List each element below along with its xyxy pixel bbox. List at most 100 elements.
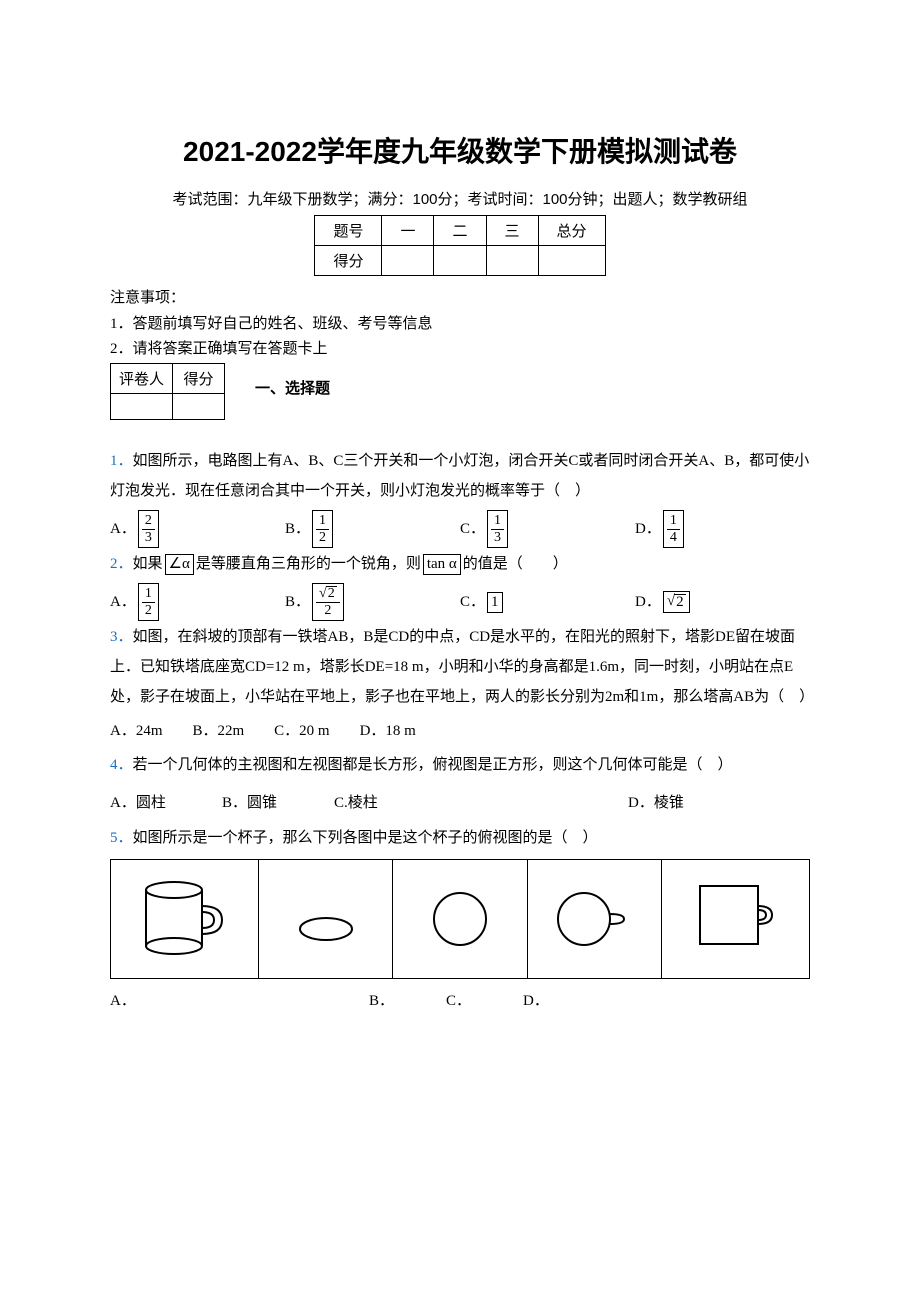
cell: 评卷人 — [111, 363, 173, 393]
cell: 得分 — [315, 246, 382, 276]
cell — [486, 246, 538, 276]
question-text: 如图所示，电路图上有A、B、C三个开关和一个小灯泡，闭合开关C或者同时闭合开关A… — [110, 453, 809, 499]
option-a: A．圆柱 — [110, 784, 222, 823]
option-a-label: A． — [110, 989, 369, 1010]
notes-block: 注意事项： 1．答题前填写好自己的姓名、班级、考号等信息 2．请将答案正确填写在… — [110, 286, 810, 363]
sqrt: 2 — [667, 594, 686, 611]
option-label: D． — [635, 583, 661, 622]
option-label: C． — [460, 583, 485, 622]
sqrt: 2 — [319, 586, 337, 602]
cell — [173, 393, 225, 419]
circle-handle-icon — [528, 860, 662, 978]
square-handle-icon — [662, 860, 809, 978]
table-row: 评卷人 得分 — [111, 363, 225, 393]
math-box: 22 — [312, 583, 344, 621]
cell: 一 — [382, 216, 434, 246]
notes-heading: 注意事项： — [110, 286, 810, 312]
cell: 三 — [486, 216, 538, 246]
option-label: D． — [635, 510, 661, 549]
q1-options: A． 23 B． 12 C． 13 D． 14 — [110, 510, 810, 549]
math-box: 1 — [487, 592, 503, 613]
q3-options: A．24m B．22m C．20 m D．18 m — [110, 716, 810, 746]
option-c: C.棱柱 — [334, 784, 628, 823]
q2-options: A． 12 B． 22 C． 1 D． 2 — [110, 583, 810, 622]
question-number: 1． — [110, 453, 133, 469]
option-a: A． 23 — [110, 510, 285, 549]
cell — [538, 246, 605, 276]
text: 是等腰直角三角形的一个锐角，则 — [196, 556, 421, 572]
option-c-label: C． — [446, 989, 523, 1010]
questions: 1．如图所示，电路图上有A、B、C三个开关和一个小灯泡，闭合开关C或者同时闭合开… — [110, 420, 810, 1010]
option-d: D． 2 — [635, 583, 810, 622]
option-b: B． 22 — [285, 583, 460, 622]
grader-table: 评卷人 得分 — [110, 363, 225, 420]
cell — [111, 393, 173, 419]
value: 1 — [491, 595, 499, 610]
text: 的值是（ ） — [463, 556, 568, 572]
section-block: 评卷人 得分 一、选择题 — [110, 363, 810, 398]
question-number: 3． — [110, 629, 133, 645]
tan-expr: tan α — [427, 557, 457, 572]
question-number: 4． — [110, 757, 133, 773]
text: 如果 — [133, 556, 163, 572]
fraction: 12 — [316, 513, 329, 545]
question-text: 如图所示是一个杯子，那么下列各图中是这个杯子的俯视图的是（ ） — [133, 830, 598, 846]
angle-expr: ∠α — [169, 557, 190, 572]
question-2: 2．如果∠α是等腰直角三角形的一个锐角，则tan α的值是（ ） — [110, 549, 810, 579]
math-box: 14 — [663, 510, 684, 548]
option-a: A． 12 — [110, 583, 285, 622]
cell — [382, 246, 434, 276]
note-line: 1．答题前填写好自己的姓名、班级、考号等信息 — [110, 312, 810, 338]
option-label: B． — [285, 583, 310, 622]
note-line: 2．请将答案正确填写在答题卡上 — [110, 337, 810, 363]
cell: 二 — [434, 216, 486, 246]
math-box: 13 — [487, 510, 508, 548]
option-d: D．棱锥 — [628, 784, 684, 823]
question-text: 如图，在斜坡的顶部有一铁塔AB，B是CD的中点，CD是水平的，在阳光的照射下，塔… — [110, 629, 814, 705]
fraction: 12 — [142, 586, 155, 618]
table-row: 得分 — [315, 246, 605, 276]
option-label: C． — [460, 510, 485, 549]
fraction: 14 — [667, 513, 680, 545]
q5-option-labels: A． B． C． D． — [110, 989, 810, 1010]
math-box: ∠α — [165, 554, 194, 575]
circle-icon — [393, 860, 527, 978]
q5-diagrams — [110, 859, 810, 979]
table-row — [111, 393, 225, 419]
question-text: 若一个几何体的主视图和左视图都是长方形，俯视图是正方形，则这个几何体可能是（ ） — [133, 757, 733, 773]
cup-3d-icon — [111, 860, 259, 978]
fraction: 13 — [491, 513, 504, 545]
ellipse-icon — [259, 860, 393, 978]
question-5: 5．如图所示是一个杯子，那么下列各图中是这个杯子的俯视图的是（ ） — [110, 823, 810, 853]
math-box: 2 — [663, 591, 690, 614]
math-box: 12 — [138, 583, 159, 621]
option-c: C． 13 — [460, 510, 635, 549]
question-number: 5． — [110, 830, 133, 846]
option-label: A． — [110, 583, 136, 622]
page-title: 2021-2022学年度九年级数学下册模拟测试卷 — [110, 130, 810, 170]
table-row: 题号 一 二 三 总分 — [315, 216, 605, 246]
option-b: B．圆锥 — [222, 784, 334, 823]
math-box: tan α — [423, 554, 461, 575]
option-label: B． — [285, 510, 310, 549]
math-box: 12 — [312, 510, 333, 548]
option-d: D． 14 — [635, 510, 810, 549]
math-box: 23 — [138, 510, 159, 548]
option-c: C． 1 — [460, 583, 635, 622]
option-b-label: B． — [369, 989, 446, 1010]
option-d-label: D． — [523, 989, 549, 1010]
q4-options: A．圆柱 B．圆锥 C.棱柱 D．棱锥 — [110, 784, 810, 823]
cell: 总分 — [538, 216, 605, 246]
option-label: A． — [110, 510, 136, 549]
question-4: 4．若一个几何体的主视图和左视图都是长方形，俯视图是正方形，则这个几何体可能是（… — [110, 750, 810, 780]
question-3: 3．如图，在斜坡的顶部有一铁塔AB，B是CD的中点，CD是水平的，在阳光的照射下… — [110, 622, 810, 712]
option-b: B． 12 — [285, 510, 460, 549]
cell: 题号 — [315, 216, 382, 246]
fraction: 23 — [142, 513, 155, 545]
cell — [434, 246, 486, 276]
fraction: 22 — [316, 586, 340, 618]
score-table: 题号 一 二 三 总分 得分 — [314, 215, 605, 276]
question-1: 1．如图所示，电路图上有A、B、C三个开关和一个小灯泡，闭合开关C或者同时闭合开… — [110, 446, 810, 506]
exam-page: 2021-2022学年度九年级数学下册模拟测试卷 考试范围：九年级下册数学；满分… — [0, 0, 920, 1070]
cell: 得分 — [173, 363, 225, 393]
